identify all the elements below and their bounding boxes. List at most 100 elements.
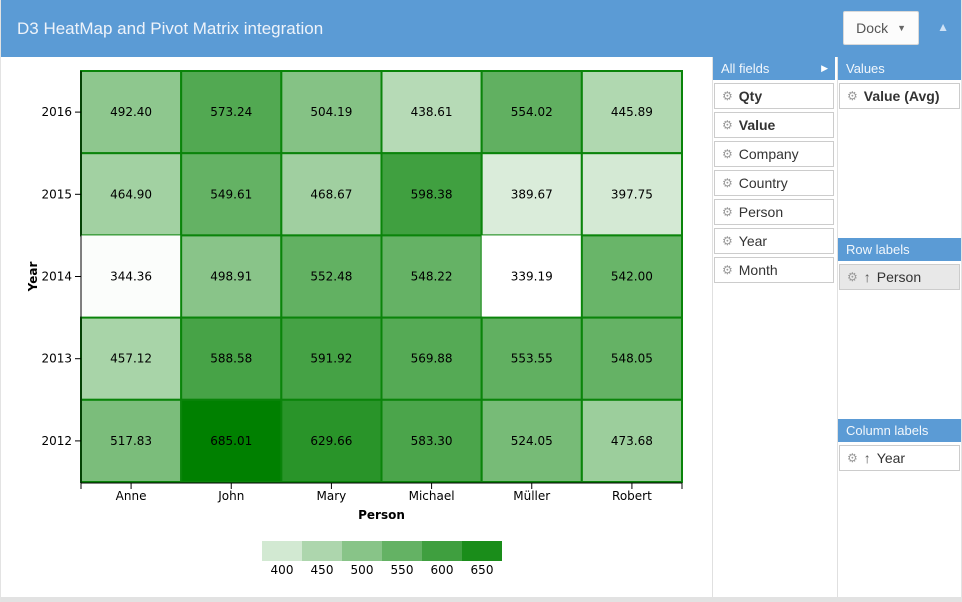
- x-tick-label: Anne: [116, 489, 147, 503]
- chevron-right-icon: ▶: [821, 63, 828, 73]
- legend-swatch: [262, 541, 302, 561]
- heatmap-chart: 492.40 573.24 504.19 438.61 554.02 445.89 464.…: [1, 57, 711, 597]
- field-item-label: Value (Avg): [863, 88, 940, 104]
- field-item-person[interactable]: ⚙ ↑ Person: [839, 264, 960, 290]
- legend-tick-label: 400: [271, 563, 294, 577]
- field-item-person[interactable]: ⚙ Person: [714, 199, 834, 225]
- heatmap-cell: [180, 234, 283, 319]
- heatmap-cell: [480, 316, 583, 401]
- window-bottom-edge: [1, 597, 961, 602]
- heatmap-cell-value: 498.91: [210, 270, 252, 284]
- field-item-company[interactable]: ⚙ Company: [714, 141, 834, 167]
- heatmap-cell: [380, 234, 483, 319]
- heatmap-cell-value: 464.90: [110, 187, 152, 201]
- heatmap-cell-value: 445.89: [611, 105, 653, 119]
- heatmap-cell: [580, 234, 683, 319]
- heatmap-cell-value: 339.19: [511, 270, 553, 284]
- field-item-country[interactable]: ⚙ Country: [714, 170, 834, 196]
- dock-button[interactable]: Dock ▼: [843, 11, 919, 45]
- legend-swatch: [462, 541, 502, 561]
- field-item-label: Year: [876, 450, 906, 466]
- legend-swatch: [382, 541, 422, 561]
- field-item-value-avg-[interactable]: ⚙ Value (Avg): [839, 83, 960, 109]
- content-area: 492.40 573.24 504.19 438.61 554.02 445.89 464.…: [1, 57, 961, 597]
- heatmap-cell-value: 389.67: [511, 187, 553, 201]
- pivot-zones-panel: Values ⚙ Value (Avg) Row labels ⚙ ↑ Person …: [837, 57, 961, 597]
- chevron-down-icon: ▼: [897, 23, 906, 33]
- gear-icon: ⚙: [722, 176, 733, 190]
- all-fields-header[interactable]: All fields ▶: [713, 57, 835, 80]
- heatmap-cell: [580, 398, 683, 483]
- y-tick-label: 2014: [41, 270, 72, 284]
- heatmap-cell: [180, 316, 283, 401]
- legend-swatch: [342, 541, 382, 561]
- y-tick-label: 2015: [41, 187, 72, 201]
- values-list: ⚙ Value (Avg): [838, 83, 961, 109]
- gear-icon: ⚙: [722, 89, 733, 103]
- collapse-up-icon[interactable]: ▲: [937, 20, 949, 34]
- all-fields-title: All fields: [721, 61, 770, 76]
- column-labels-header: Column labels: [838, 419, 961, 442]
- heatmap-cell-value: 473.68: [611, 434, 653, 448]
- page-title: D3 HeatMap and Pivot Matrix integration: [17, 19, 324, 38]
- legend-tick-label: 550: [391, 563, 414, 577]
- heatmap-svg: 492.40 573.24 504.19 438.61 554.02 445.89 464.…: [26, 70, 683, 577]
- heatmap-cell: [180, 398, 283, 483]
- field-item-year[interactable]: ⚙ Year: [714, 228, 834, 254]
- legend-tick-label: 650: [471, 563, 494, 577]
- field-item-label: Month: [738, 262, 778, 278]
- y-tick-label: 2013: [41, 352, 72, 366]
- column-labels-zone: Column labels ⚙ ↑ Year: [838, 419, 961, 471]
- heatmap-cell-value: 517.83: [110, 434, 152, 448]
- heatmap-cell-value: 542.00: [611, 270, 653, 284]
- field-item-year[interactable]: ⚙ ↑ Year: [839, 445, 960, 471]
- heatmap-cell-value: 553.55: [511, 352, 553, 366]
- row-labels-header: Row labels: [838, 238, 961, 261]
- heatmap-cell: [80, 316, 183, 401]
- values-header: Values: [838, 57, 961, 80]
- heatmap-cell: [580, 70, 683, 155]
- heatmap-cell-value: 588.58: [210, 352, 252, 366]
- heatmap-cell-value: 457.12: [110, 352, 152, 366]
- x-tick-label: John: [217, 489, 244, 503]
- gear-icon: ⚙: [722, 234, 733, 248]
- legend-swatch: [302, 541, 342, 561]
- column-labels-list: ⚙ ↑ Year: [838, 445, 961, 471]
- heatmap-cell: [380, 152, 483, 237]
- field-item-label: Year: [738, 233, 768, 249]
- heatmap-cell-value: 438.61: [411, 105, 453, 119]
- legend-tick-label: 450: [311, 563, 334, 577]
- y-tick-label: 2016: [41, 105, 72, 119]
- heatmap-cell-value: 524.05: [511, 434, 553, 448]
- x-tick-label: Müller: [513, 489, 550, 503]
- heatmap-cell: [580, 316, 683, 401]
- heatmap-cell-value: 629.66: [310, 434, 352, 448]
- field-item-label: Company: [738, 146, 799, 162]
- heatmap-cell: [280, 234, 383, 319]
- field-item-qty[interactable]: ⚙ Qty: [714, 83, 834, 109]
- heatmap-cell-value: 548.05: [611, 352, 653, 366]
- heatmap-cell-value: 344.36: [110, 270, 152, 284]
- field-item-label: Value: [738, 117, 776, 133]
- heatmap-cell-value: 492.40: [110, 105, 152, 119]
- all-fields-list: ⚙ Qty ⚙ Value ⚙ Company ⚙ Country ⚙ Person ⚙ Year ⚙ M…: [713, 83, 837, 283]
- field-item-month[interactable]: ⚙ Month: [714, 257, 834, 283]
- y-tick-label: 2012: [41, 434, 72, 448]
- heatmap-cell-value: 598.38: [411, 187, 453, 201]
- legend-tick-label: 600: [431, 563, 454, 577]
- heatmap-cell-value: 504.19: [310, 105, 352, 119]
- gear-icon: ⚙: [847, 451, 858, 465]
- field-item-value[interactable]: ⚙ Value: [714, 112, 834, 138]
- gear-icon: ⚙: [847, 270, 858, 284]
- field-item-label: Person: [876, 269, 922, 285]
- field-item-label: Person: [738, 204, 784, 220]
- heatmap-cell-value: 468.67: [310, 187, 352, 201]
- x-tick-label: Mary: [317, 489, 347, 503]
- legend-tick-label: 500: [351, 563, 374, 577]
- dock-button-label: Dock: [856, 20, 889, 36]
- x-tick-label: Michael: [409, 489, 455, 503]
- gear-icon: ⚙: [722, 118, 733, 132]
- heatmap-cell-value: 548.22: [411, 270, 453, 284]
- heatmap-cell: [481, 235, 582, 318]
